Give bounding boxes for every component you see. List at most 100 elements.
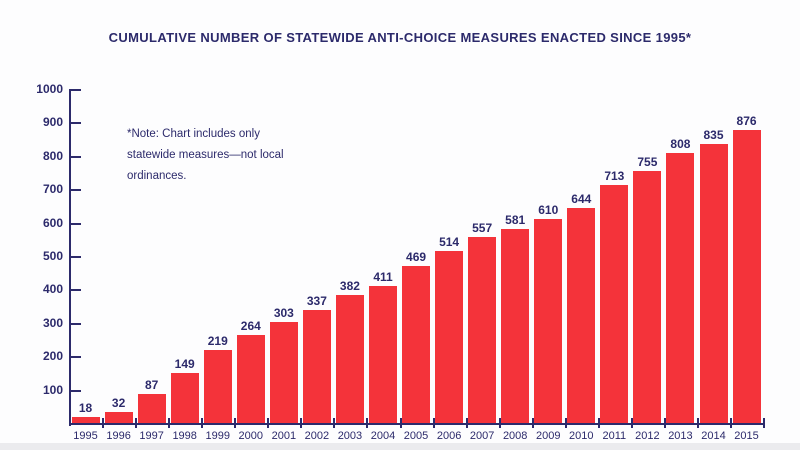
y-axis-tick (69, 122, 81, 125)
x-axis-tick (168, 418, 171, 428)
bar-2007 (468, 237, 497, 423)
bar-value-label: 264 (240, 319, 261, 333)
x-axis-label: 2000 (238, 430, 264, 442)
bar-value-label: 87 (144, 378, 159, 392)
x-axis-label: 2009 (536, 430, 561, 442)
bar-value-label: 32 (111, 396, 126, 410)
x-axis-label: 1996 (106, 430, 131, 442)
bar-2015 (732, 130, 761, 423)
x-axis-tick (730, 418, 732, 428)
chart-note-line: statewide measures—not local (127, 149, 284, 161)
y-axis-tick (69, 322, 81, 325)
bar-2005 (402, 266, 431, 423)
y-axis-tick (69, 389, 81, 392)
y-axis-tick (69, 89, 81, 91)
x-axis-label: 2005 (403, 430, 429, 442)
bar-value-label: 557 (472, 221, 493, 235)
chart-note-line: ordinances. (127, 170, 187, 182)
chart-note-line: *Note: Chart includes only (127, 128, 260, 140)
x-axis-tick (630, 418, 633, 428)
x-axis-tick (696, 418, 699, 428)
bar-value-label: 835 (703, 128, 724, 142)
x-axis-label: 2008 (502, 430, 528, 442)
x-axis-label: 2014 (701, 430, 726, 442)
x-axis-label: 2013 (668, 430, 693, 442)
bar-1999 (203, 350, 232, 423)
x-axis-tick (432, 418, 435, 428)
bar-value-label: 18 (78, 401, 93, 415)
x-axis-tick (465, 418, 468, 428)
y-axis-label: 200 (42, 349, 63, 364)
bar-2001 (269, 322, 298, 423)
bar-1997 (137, 394, 166, 423)
y-axis-label: 500 (42, 249, 63, 263)
y-axis-tick (69, 289, 81, 292)
y-axis-tick (69, 189, 81, 192)
x-axis-tick (201, 418, 204, 428)
bar-value-label: 411 (373, 270, 393, 284)
y-axis-label: 900 (42, 115, 63, 130)
bar-value-label: 337 (306, 294, 327, 308)
y-axis-tick (69, 155, 81, 158)
x-axis-line (69, 423, 766, 425)
bar-value-label: 581 (505, 213, 526, 227)
x-axis-label: 2006 (436, 430, 462, 442)
chart-title: CUMULATIVE NUMBER OF STATEWIDE ANTI-CHOI… (108, 30, 692, 45)
bar-1998 (170, 373, 199, 423)
bar-1995 (71, 417, 100, 423)
bar-value-label: 755 (637, 155, 658, 169)
y-axis-tick (69, 222, 81, 225)
bar-2006 (435, 251, 464, 423)
x-axis-tick (597, 418, 600, 428)
x-axis-label: 2002 (304, 430, 330, 442)
x-axis-label: 2015 (734, 430, 759, 442)
bottom-strip (0, 443, 800, 450)
y-axis-line (69, 90, 71, 426)
bar-value-label: 644 (571, 192, 592, 206)
y-axis-label: 800 (42, 148, 63, 163)
x-axis-tick (498, 418, 501, 428)
bar-2000 (236, 335, 265, 423)
x-axis-tick (267, 418, 270, 428)
x-axis-label: 2004 (370, 430, 396, 442)
bar-value-label: 610 (538, 203, 559, 217)
bar-2004 (369, 286, 397, 423)
x-axis-tick (763, 418, 766, 428)
bar-value-label: 149 (174, 357, 195, 371)
y-axis-label: 1000 (36, 82, 63, 96)
bar-2012 (633, 171, 662, 423)
x-axis-label: 1998 (172, 430, 197, 442)
y-axis-label: 700 (42, 182, 63, 197)
bar-2009 (534, 219, 563, 423)
bar-1996 (104, 412, 133, 423)
x-axis-tick (564, 418, 567, 428)
y-axis-label: 300 (42, 315, 63, 330)
bar-2003 (335, 295, 364, 423)
bar-2008 (501, 229, 530, 423)
bar-2014 (699, 144, 728, 423)
bar-value-label: 514 (439, 235, 460, 249)
chart-note: *Note: Chart includes only statewide meas… (127, 124, 284, 187)
bar-value-label: 219 (207, 334, 228, 348)
bar-2002 (302, 310, 331, 423)
x-axis-tick (399, 418, 402, 428)
x-axis-tick (663, 418, 666, 428)
y-axis-label: 400 (42, 282, 63, 297)
bar-2010 (567, 208, 596, 423)
y-axis-label: 100 (42, 382, 63, 397)
x-axis-label: 2003 (337, 430, 363, 442)
bar-value-label: 469 (406, 250, 427, 264)
bar-value-label: 876 (736, 114, 757, 128)
bar-2013 (666, 153, 695, 423)
x-axis-tick (234, 418, 237, 428)
x-axis-label: 2011 (602, 430, 627, 442)
bar-value-label: 382 (339, 279, 360, 293)
y-axis-label: 600 (42, 215, 63, 230)
x-axis-label: 1995 (73, 430, 98, 442)
x-axis-tick (300, 418, 303, 428)
x-axis-tick (531, 418, 534, 428)
x-axis-label: 2001 (271, 430, 297, 442)
x-axis-tick (333, 418, 336, 428)
x-axis-label: 1997 (139, 430, 164, 442)
